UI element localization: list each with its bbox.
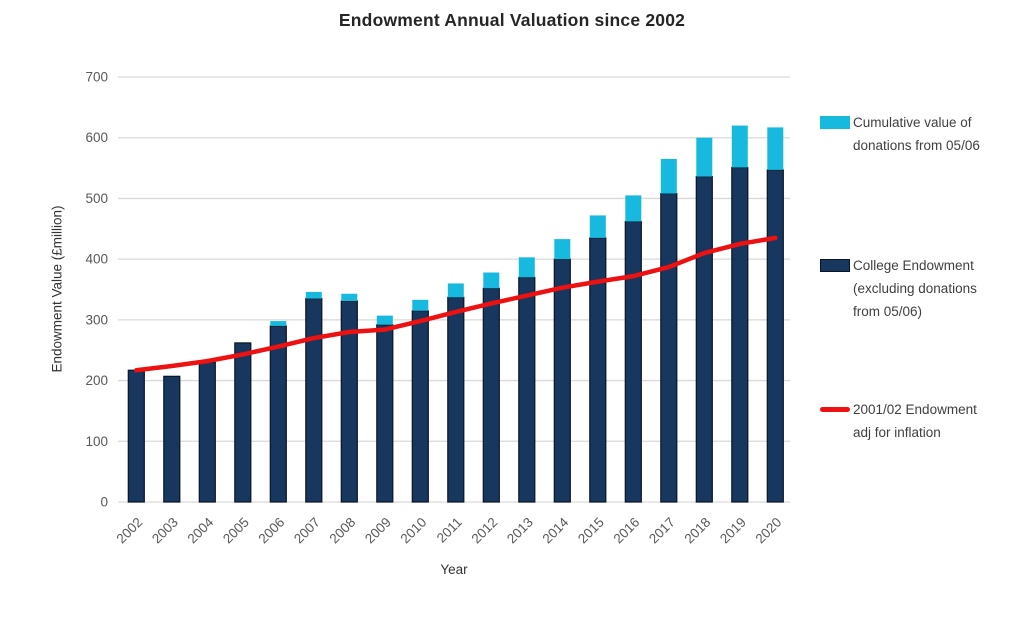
bar-2006-college-endowment [269, 325, 287, 503]
x-tick-label-2016: 2016 [611, 515, 643, 547]
bar-2008-donations [341, 293, 358, 302]
x-tick-label-2002: 2002 [114, 515, 146, 547]
bar-2019-college-endowment [731, 166, 749, 503]
bar-2020-donations [767, 127, 784, 170]
bar-2007-donations [305, 291, 322, 299]
bar-2012-college-endowment [482, 287, 500, 503]
y-tick-label-200: 200 [85, 373, 108, 388]
bar-2016-college-endowment [624, 220, 642, 503]
bar-2006-donations [270, 321, 287, 326]
bar-2011-college-endowment [447, 296, 465, 503]
x-tick-label-2007: 2007 [291, 515, 323, 547]
x-axis-title: Year [440, 562, 468, 577]
bar-2017-donations [660, 158, 677, 194]
bar-2015-donations [589, 215, 606, 238]
y-tick-label-100: 100 [85, 434, 108, 449]
legend-item-college-endowment: College Endowment (excluding donations f… [820, 255, 993, 324]
y-tick-label-500: 500 [85, 191, 108, 206]
bar-2014-college-endowment [553, 258, 571, 503]
bar-2005-college-endowment [234, 342, 252, 503]
x-tick-label-2003: 2003 [149, 515, 181, 547]
x-tick-label-2019: 2019 [717, 515, 749, 547]
bar-2018-college-endowment [695, 175, 713, 503]
bar-2015-college-endowment [589, 237, 607, 503]
x-tick-label-2020: 2020 [753, 515, 785, 547]
x-tick-label-2005: 2005 [220, 515, 252, 547]
legend-label: Cumulative value of donations from 05/06 [853, 115, 980, 153]
inflation-adjusted-line [134, 235, 778, 373]
legend-item-inflation-line: 2001/02 Endowment adj for inflation [820, 399, 993, 445]
bar-2009-donations [376, 315, 393, 325]
bar-2011-donations [447, 283, 464, 298]
legend-label: 2001/02 Endowment adj for inflation [853, 402, 977, 440]
bar-2010-college-endowment [411, 310, 429, 503]
y-tick-label-300: 300 [85, 312, 108, 327]
y-tick-label-0: 0 [100, 495, 108, 510]
x-tick-label-2017: 2017 [646, 515, 678, 547]
x-tick-label-2015: 2015 [575, 515, 607, 547]
x-tick-label-2010: 2010 [398, 515, 430, 547]
y-tick-label-700: 700 [85, 70, 108, 85]
bar-2013-donations [518, 257, 535, 278]
bar-2004-college-endowment [198, 361, 216, 503]
legend-label: College Endowment (excluding donations f… [853, 258, 977, 319]
x-tick-label-2006: 2006 [256, 515, 288, 547]
bar-2010-donations [412, 299, 429, 311]
x-tick-label-2018: 2018 [682, 515, 714, 547]
x-tick-label-2013: 2013 [504, 515, 536, 547]
chart-title: Endowment Annual Valuation since 2002 [338, 10, 686, 30]
x-tick-label-2009: 2009 [362, 515, 394, 547]
bar-2007-college-endowment [305, 298, 323, 503]
bar-2012-donations [483, 272, 500, 289]
inflation-line-swatch-icon [820, 407, 850, 412]
college-endowment-swatch-icon [820, 259, 850, 272]
x-tick-label-2011: 2011 [434, 515, 465, 546]
bar-2013-college-endowment [518, 276, 536, 503]
bar-2020-college-endowment [766, 169, 784, 503]
bar-2009-college-endowment [376, 324, 394, 503]
x-tick-label-2014: 2014 [540, 514, 572, 546]
legend-item-donations: Cumulative value of donations from 05/06 [820, 112, 993, 158]
y-tick-label-600: 600 [85, 130, 108, 145]
x-tick-label-2004: 2004 [185, 514, 217, 546]
y-tick-label-400: 400 [85, 252, 108, 267]
x-tick-label-2008: 2008 [327, 515, 359, 547]
bar-2003-college-endowment [163, 375, 181, 503]
bar-2018-donations [696, 137, 713, 177]
bar-2014-donations [554, 239, 571, 260]
donations-swatch-icon [820, 116, 850, 129]
bar-2002-college-endowment [127, 369, 145, 503]
bar-2019-donations [731, 125, 748, 168]
bar-2017-college-endowment [660, 192, 678, 503]
bar-2016-donations [625, 195, 642, 222]
x-tick-label-2012: 2012 [469, 515, 501, 547]
